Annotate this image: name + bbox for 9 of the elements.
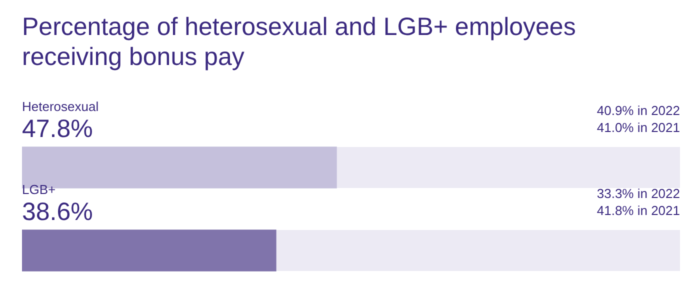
annotation: 40.9% in 2022	[596, 103, 680, 118]
data-label: 47.8%	[22, 115, 93, 143]
y-tick-label: Heterosexual	[22, 99, 99, 114]
annotation: 41.8% in 2021	[596, 203, 680, 218]
chart-title: Percentage of heterosexual and LGB+ employees receiving bonus pay	[22, 12, 577, 72]
annotation: 33.3% in 2022	[596, 186, 680, 201]
y-tick-label: LGB+	[22, 182, 56, 197]
annotation: 41.0% in 2021	[596, 120, 680, 135]
data-label: 38.6%	[22, 198, 93, 226]
